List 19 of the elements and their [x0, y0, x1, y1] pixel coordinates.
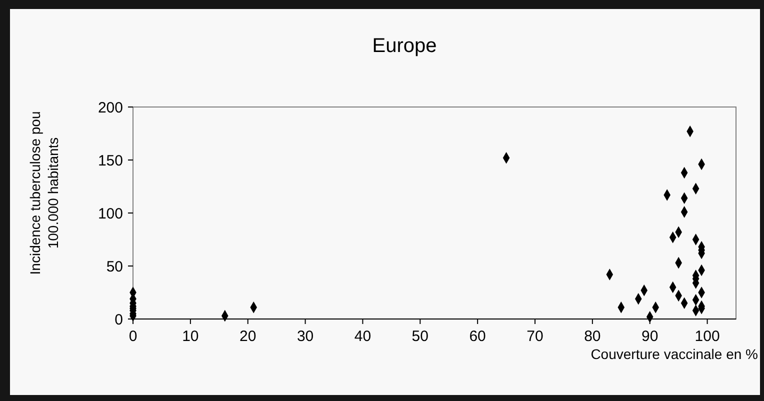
x-axis-title: Couverture vaccinale en % [590, 346, 758, 362]
x-tick-label: 10 [182, 328, 199, 345]
x-tick-label: 60 [469, 328, 486, 345]
x-tick-label: 40 [354, 328, 372, 345]
x-tick-label: 0 [128, 328, 138, 345]
x-tick-label: 100 [694, 328, 720, 345]
x-tick-label: 90 [642, 328, 658, 345]
chart-title: Europe [372, 35, 437, 57]
x-tick-label: 80 [584, 328, 601, 345]
x-tick-label: 50 [412, 328, 428, 345]
y-tick-label: 150 [98, 152, 123, 170]
x-tick-label: 30 [296, 328, 314, 345]
y-tick-label: 0 [114, 311, 123, 328]
y-tick-label: 100 [98, 205, 123, 222]
y-tick-label: 50 [106, 258, 123, 276]
y-axis-title: Incidence tuberculose pou 100.000 habitants [27, 111, 61, 275]
y-tick-label: 200 [98, 99, 123, 116]
x-tick-label: 70 [526, 328, 544, 345]
x-tick-label: 20 [240, 328, 256, 345]
